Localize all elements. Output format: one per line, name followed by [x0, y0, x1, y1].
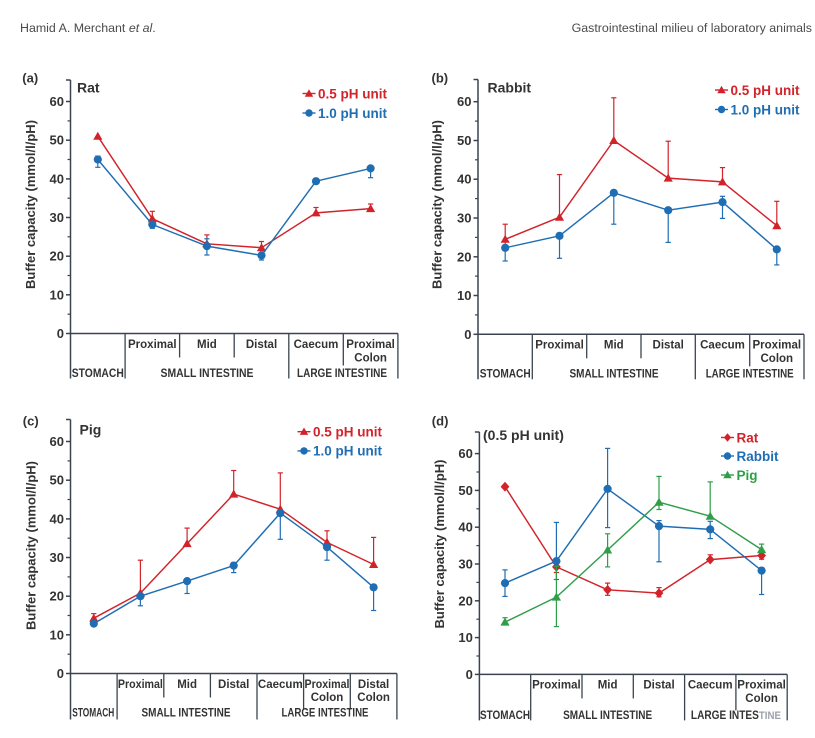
svg-text:Buffer capacity (mmol/l/pH): Buffer capacity (mmol/l/pH)	[23, 120, 38, 289]
svg-text:0: 0	[464, 327, 471, 342]
svg-text:50: 50	[457, 133, 471, 148]
svg-text:Distal: Distal	[653, 340, 684, 352]
svg-text:Proximal: Proximal	[128, 339, 177, 351]
svg-text:10: 10	[50, 287, 64, 302]
svg-text:Colon: Colon	[761, 353, 794, 365]
svg-text:STOMACH: STOMACH	[72, 708, 114, 720]
svg-text:30: 30	[50, 210, 64, 225]
svg-text:40: 40	[458, 520, 472, 535]
svg-text:60: 60	[50, 434, 64, 449]
svg-text:40: 40	[50, 511, 64, 526]
svg-text:40: 40	[50, 171, 64, 186]
svg-text:50: 50	[458, 483, 472, 498]
svg-text:Distal: Distal	[358, 679, 389, 691]
svg-text:Proximal: Proximal	[535, 340, 584, 352]
svg-text:30: 30	[458, 557, 472, 572]
svg-text:LARGE INTESTINE: LARGE INTESTINE	[706, 369, 794, 381]
svg-text:SMALL INTESTINE: SMALL INTESTINE	[563, 710, 652, 722]
svg-text:0: 0	[57, 666, 64, 681]
svg-text:Rabbit: Rabbit	[488, 80, 532, 96]
svg-text:60: 60	[457, 94, 471, 109]
svg-text:Buffer capacity (mmol/l/pH): Buffer capacity (mmol/l/pH)	[430, 120, 445, 289]
svg-text:STOMACH: STOMACH	[480, 710, 530, 722]
svg-text:1.0 pH unit: 1.0 pH unit	[731, 102, 801, 117]
svg-text:Distal: Distal	[246, 339, 277, 351]
svg-text:10: 10	[50, 627, 64, 642]
svg-text:Colon: Colon	[354, 353, 387, 365]
svg-text:Mid: Mid	[604, 340, 624, 352]
svg-text:SMALL INTESTINE: SMALL INTESTINE	[161, 368, 254, 380]
svg-text:Buffer capacity (mmol/l/pH): Buffer capacity (mmol/l/pH)	[24, 461, 39, 630]
svg-text:Proximal: Proximal	[737, 680, 786, 692]
svg-text:STOMACH: STOMACH	[480, 369, 531, 381]
svg-text:30: 30	[457, 211, 471, 226]
svg-text:LARGE INTESTINE: LARGE INTESTINE	[691, 710, 781, 722]
svg-text:STOMACH: STOMACH	[72, 368, 124, 380]
svg-text:(b): (b)	[432, 71, 449, 86]
svg-text:Pig: Pig	[737, 468, 758, 483]
svg-text:SMALL INTESTINE: SMALL INTESTINE	[570, 369, 659, 381]
svg-text:40: 40	[457, 172, 471, 187]
svg-text:Proximal: Proximal	[532, 680, 581, 692]
svg-text:Distal: Distal	[643, 680, 674, 692]
svg-text:Buffer capacity (mmol/l/pH): Buffer capacity (mmol/l/pH)	[432, 459, 447, 628]
svg-text:0.5 pH unit: 0.5 pH unit	[731, 83, 801, 98]
svg-text:(0.5 pH unit): (0.5 pH unit)	[483, 427, 564, 443]
svg-text:Colon: Colon	[357, 692, 390, 704]
svg-text:Distal: Distal	[218, 679, 249, 691]
svg-text:0.5 pH unit: 0.5 pH unit	[313, 425, 383, 440]
svg-text:LARGE INTESTINE: LARGE INTESTINE	[282, 708, 369, 720]
svg-text:1.0 pH unit: 1.0 pH unit	[313, 444, 383, 459]
svg-text:Rabbit: Rabbit	[737, 449, 780, 464]
svg-text:20: 20	[458, 593, 472, 608]
svg-text:20: 20	[457, 249, 471, 264]
svg-text:Colon: Colon	[311, 692, 344, 704]
svg-text:50: 50	[50, 473, 64, 488]
svg-text:LARGE INTESTINE: LARGE INTESTINE	[297, 368, 387, 380]
svg-text:Proximal: Proximal	[346, 339, 395, 351]
svg-text:Mid: Mid	[197, 339, 217, 351]
svg-text:10: 10	[457, 288, 471, 303]
svg-text:10: 10	[458, 630, 472, 645]
svg-text:Proximal: Proximal	[753, 340, 802, 352]
svg-text:30: 30	[50, 550, 64, 565]
svg-text:20: 20	[50, 589, 64, 604]
svg-text:(d): (d)	[432, 414, 449, 429]
svg-text:(a): (a)	[22, 71, 38, 86]
svg-text:60: 60	[50, 94, 64, 109]
svg-text:20: 20	[50, 249, 64, 264]
svg-text:(c): (c)	[23, 414, 39, 429]
svg-text:Caecum: Caecum	[294, 339, 339, 351]
svg-text:Caecum: Caecum	[258, 679, 303, 691]
svg-text:60: 60	[458, 446, 472, 461]
svg-text:Caecum: Caecum	[700, 340, 745, 352]
svg-text:Rat: Rat	[737, 430, 759, 445]
svg-text:0.5 pH unit: 0.5 pH unit	[318, 86, 388, 101]
svg-text:Colon: Colon	[745, 693, 778, 705]
svg-text:0: 0	[57, 326, 64, 341]
svg-text:0: 0	[466, 667, 473, 682]
svg-text:1.0 pH unit: 1.0 pH unit	[318, 106, 388, 121]
svg-text:50: 50	[50, 133, 64, 148]
svg-text:Proximal: Proximal	[118, 679, 163, 691]
svg-text:Mid: Mid	[598, 680, 618, 692]
svg-text:SMALL INTESTINE: SMALL INTESTINE	[142, 708, 231, 720]
svg-text:Pig: Pig	[80, 422, 102, 438]
svg-text:Proximal: Proximal	[305, 679, 350, 691]
svg-text:Caecum: Caecum	[688, 680, 733, 692]
svg-text:Mid: Mid	[177, 679, 197, 691]
svg-text:Rat: Rat	[77, 80, 100, 96]
